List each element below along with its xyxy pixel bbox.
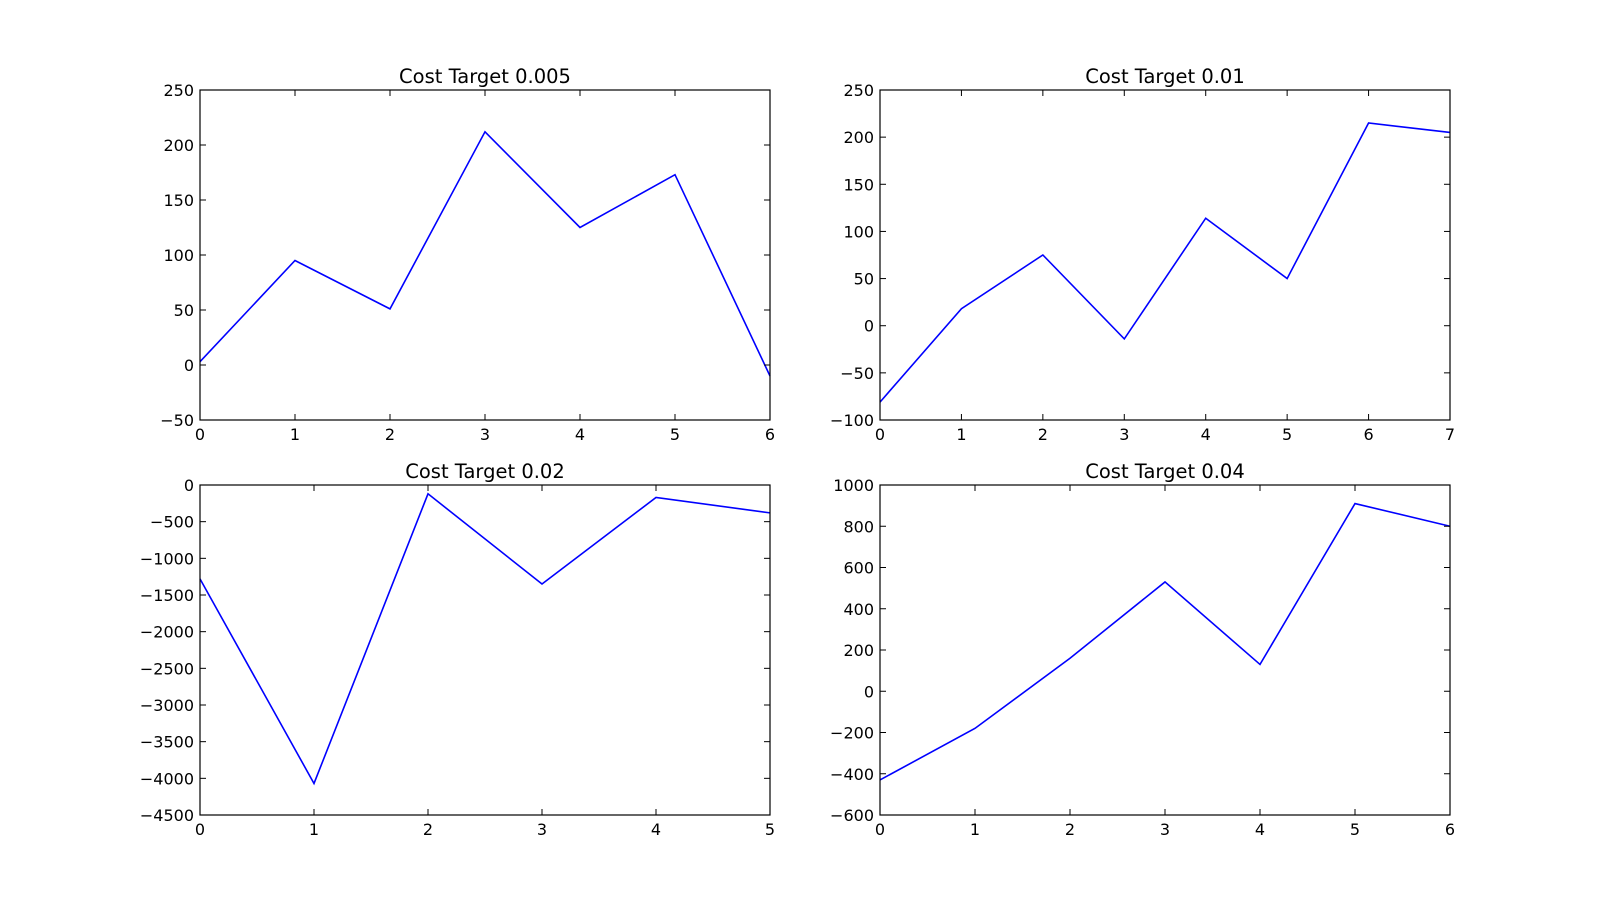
subplot-title: Cost Target 0.04: [1085, 460, 1245, 483]
x-tick-label: 2: [423, 820, 433, 839]
x-tick-label: 4: [575, 425, 585, 444]
x-tick-label: 4: [651, 820, 661, 839]
y-tick-label: −200: [830, 724, 874, 743]
subplot-cost-target-0-02: Cost Target 0.02 0 1 2 3 4 5 −4500 −4000 −3500 −3…: [140, 460, 775, 839]
y-tick-label: 800: [843, 517, 874, 536]
subplot-title: Cost Target 0.005: [399, 65, 571, 88]
x-tick-label: 3: [480, 425, 490, 444]
x-tick-label: 7: [1445, 425, 1455, 444]
subplot-title: Cost Target 0.02: [405, 460, 565, 483]
subplot-cost-target-0-005: Cost Target 0.005 0 1 2 3 4 5 6−50050100150200…: [160, 65, 775, 444]
y-tick-label: 50: [174, 301, 194, 320]
y-tick-label: 600: [843, 559, 874, 578]
x-tick-label: 1: [956, 425, 966, 444]
x-tick-label: 6: [1363, 425, 1373, 444]
x-tick-label: 1: [309, 820, 319, 839]
y-tick-label: 100: [843, 222, 874, 241]
y-tick-label: −50: [160, 411, 194, 430]
y-tick-label: 250: [843, 81, 874, 100]
y-tick-label: −600: [830, 806, 874, 825]
x-tick-label: 0: [875, 425, 885, 444]
x-tick-label: 5: [765, 820, 775, 839]
axes-frame: [199, 484, 771, 816]
x-tick-label: 0: [875, 820, 885, 839]
y-tick-label: −3500: [140, 733, 194, 752]
y-tick-label: −100: [830, 411, 874, 430]
x-tick-label: 6: [765, 425, 775, 444]
y-tick-label: −2500: [140, 659, 194, 678]
y-tick-label: −400: [830, 765, 874, 784]
x-tick-label: 5: [1282, 425, 1292, 444]
x-tick-label: 2: [1065, 820, 1075, 839]
series-line: [879, 122, 1451, 403]
y-tick-label: 1000: [833, 476, 874, 495]
y-tick-label: 200: [843, 128, 874, 147]
x-tick-label: 6: [1445, 820, 1455, 839]
x-tick-label: 0: [195, 820, 205, 839]
y-tick-label: 0: [184, 476, 194, 495]
x-tick-label: 3: [1119, 425, 1129, 444]
x-tick-label: 3: [1160, 820, 1170, 839]
x-tick-label: 0: [195, 425, 205, 444]
y-tick-label: 200: [843, 641, 874, 660]
x-tick-label: 4: [1255, 820, 1265, 839]
y-tick-label: 250: [163, 81, 194, 100]
x-tick-label: 2: [385, 425, 395, 444]
subplot-cost-target-0-04: Cost Target 0.04 0 1 2 3 4 5 6 −600 −400 −200 0 200…: [830, 460, 1455, 839]
series-line: [199, 130, 771, 377]
y-tick-label: −50: [840, 364, 874, 383]
subplot-cost-target-0-01: Cost Target 0.01 0 1 2 3 4 5 6 7 −100 −50 0 50 100 15…: [830, 65, 1455, 444]
y-tick-label: 200: [163, 136, 194, 155]
y-tick-label: 100: [163, 246, 194, 265]
y-tick-label: −2000: [140, 623, 194, 642]
x-tick-label: 5: [670, 425, 680, 444]
y-tick-label: −4000: [140, 769, 194, 788]
y-tick-label: −1000: [140, 549, 194, 568]
series-line: [879, 502, 1451, 781]
axes-frame: [879, 89, 1451, 421]
x-tick-label: 1: [970, 820, 980, 839]
subplot-title: Cost Target 0.01: [1085, 65, 1245, 88]
x-tick-label: 4: [1201, 425, 1211, 444]
x-tick-label: 2: [1038, 425, 1048, 444]
x-tick-label: 5: [1350, 820, 1360, 839]
y-tick-label: −500: [150, 513, 194, 532]
y-tick-label: 0: [864, 682, 874, 701]
y-tick-label: −4500: [140, 806, 194, 825]
x-tick-label: 1: [290, 425, 300, 444]
y-tick-label: 400: [843, 600, 874, 619]
x-tick-label: 3: [537, 820, 547, 839]
y-tick-label: 0: [864, 317, 874, 336]
y-tick-label: −1500: [140, 586, 194, 605]
y-tick-label: 150: [843, 175, 874, 194]
y-tick-label: 0: [184, 356, 194, 375]
series-line: [199, 492, 771, 786]
y-tick-label: −3000: [140, 696, 194, 715]
y-tick-label: 150: [163, 191, 194, 210]
y-tick-label: 50: [854, 270, 874, 289]
